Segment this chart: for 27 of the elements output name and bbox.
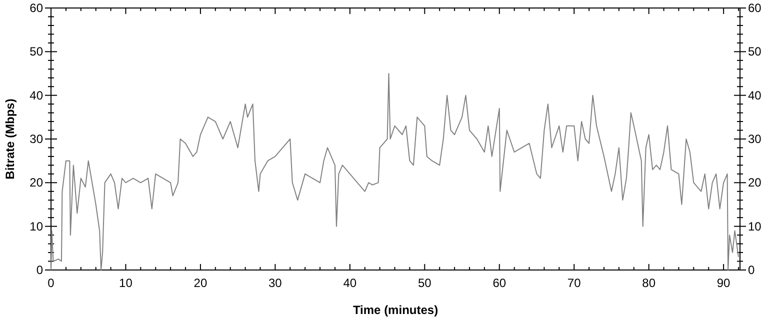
y-tick-label: 10 [30,219,44,234]
x-tick-label: 0 [48,276,55,290]
y2-tick-label: 40 [748,88,762,102]
y2-tick-label: 20 [748,176,762,190]
line-series [50,73,740,270]
y2-tick-label: 60 [748,1,762,15]
y2-tick-label: 0 [748,263,755,277]
x-tick-label: 30 [268,276,282,290]
x-tick-label: 80 [642,276,656,290]
y2-tick-label: 10 [748,219,762,234]
x-tick-label: 40 [343,276,357,290]
y-tick-label: 50 [30,44,44,59]
y-tick-label: 30 [30,132,44,146]
y-tick-label: 60 [30,1,44,15]
x-tick-label: 20 [194,276,208,290]
y-tick-label: 40 [30,88,44,102]
x-tick-label: 10 [119,276,133,290]
x-tick-label: 90 [716,276,731,290]
x-tick-label: 50 [418,276,432,290]
y-axis-title: Bitrate (Mbps) [3,98,17,180]
x-axis-title: Time (minutes) [352,303,438,317]
x-tick-label: 70 [567,276,582,290]
y-tick-label: 20 [30,176,44,190]
x-tick-label: 60 [492,276,506,290]
y-tick-label: 0 [36,263,44,277]
y2-tick-label: 30 [748,132,762,146]
y2-tick-label: 50 [748,44,762,59]
